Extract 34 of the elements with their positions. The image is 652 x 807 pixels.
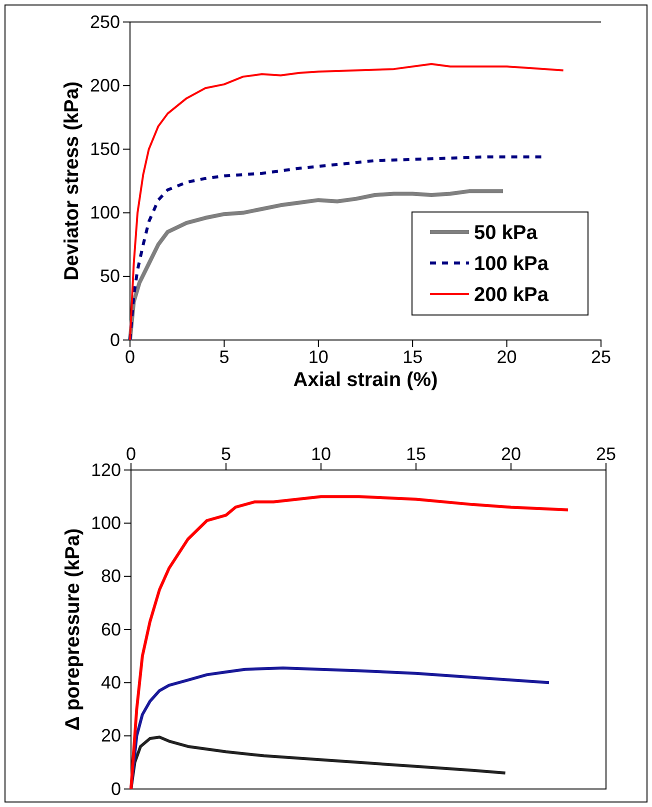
x2-tick-label: 5 <box>220 444 232 464</box>
x2-tick-label: 0 <box>126 444 136 464</box>
x2-tick-label: 10 <box>310 444 332 464</box>
x-tick-label: 20 <box>496 346 517 367</box>
legend-label: 100 kPa <box>474 253 550 275</box>
x2-tick-label: 15 <box>406 444 426 464</box>
x-tick-label: 15 <box>402 346 423 367</box>
x-tick-label: 10 <box>308 346 328 367</box>
line-series <box>130 495 570 790</box>
y-axis-title: Δ porepressure (kPa) <box>62 528 84 731</box>
y-tick-label: 250 <box>90 12 120 32</box>
line-series <box>130 736 507 790</box>
x-tick-label: 5 <box>219 346 230 367</box>
x2-tick-label: 25 <box>596 444 616 464</box>
y-tick-label: 0 <box>110 778 121 799</box>
y-tick-label: 60 <box>100 619 121 640</box>
x-axis-title: Axial strain (%) <box>293 369 438 391</box>
y-tick-label: 80 <box>100 566 121 586</box>
line-series <box>129 62 564 341</box>
x-tick-label: 25 <box>590 346 612 367</box>
y-tick-label: 50 <box>100 266 120 286</box>
y-tick-label: 100 <box>90 512 121 533</box>
legend-label: 200 kPa <box>474 284 550 306</box>
y-axis-title: Deviator stress (kPa) <box>61 82 83 280</box>
x-tick-label: 0 <box>124 346 136 367</box>
y-tick-label: 0 <box>110 330 120 350</box>
y-tick-label: 200 <box>90 75 120 96</box>
y-tick-label: 40 <box>100 672 121 692</box>
x2-tick-label: 20 <box>500 444 522 464</box>
legend-label: 50 kPa <box>474 222 538 244</box>
y-tick-label: 150 <box>90 138 120 159</box>
y-tick-label: 120 <box>90 460 121 480</box>
y-tick-label: 100 <box>90 202 120 223</box>
y-tick-label: 20 <box>100 726 121 746</box>
